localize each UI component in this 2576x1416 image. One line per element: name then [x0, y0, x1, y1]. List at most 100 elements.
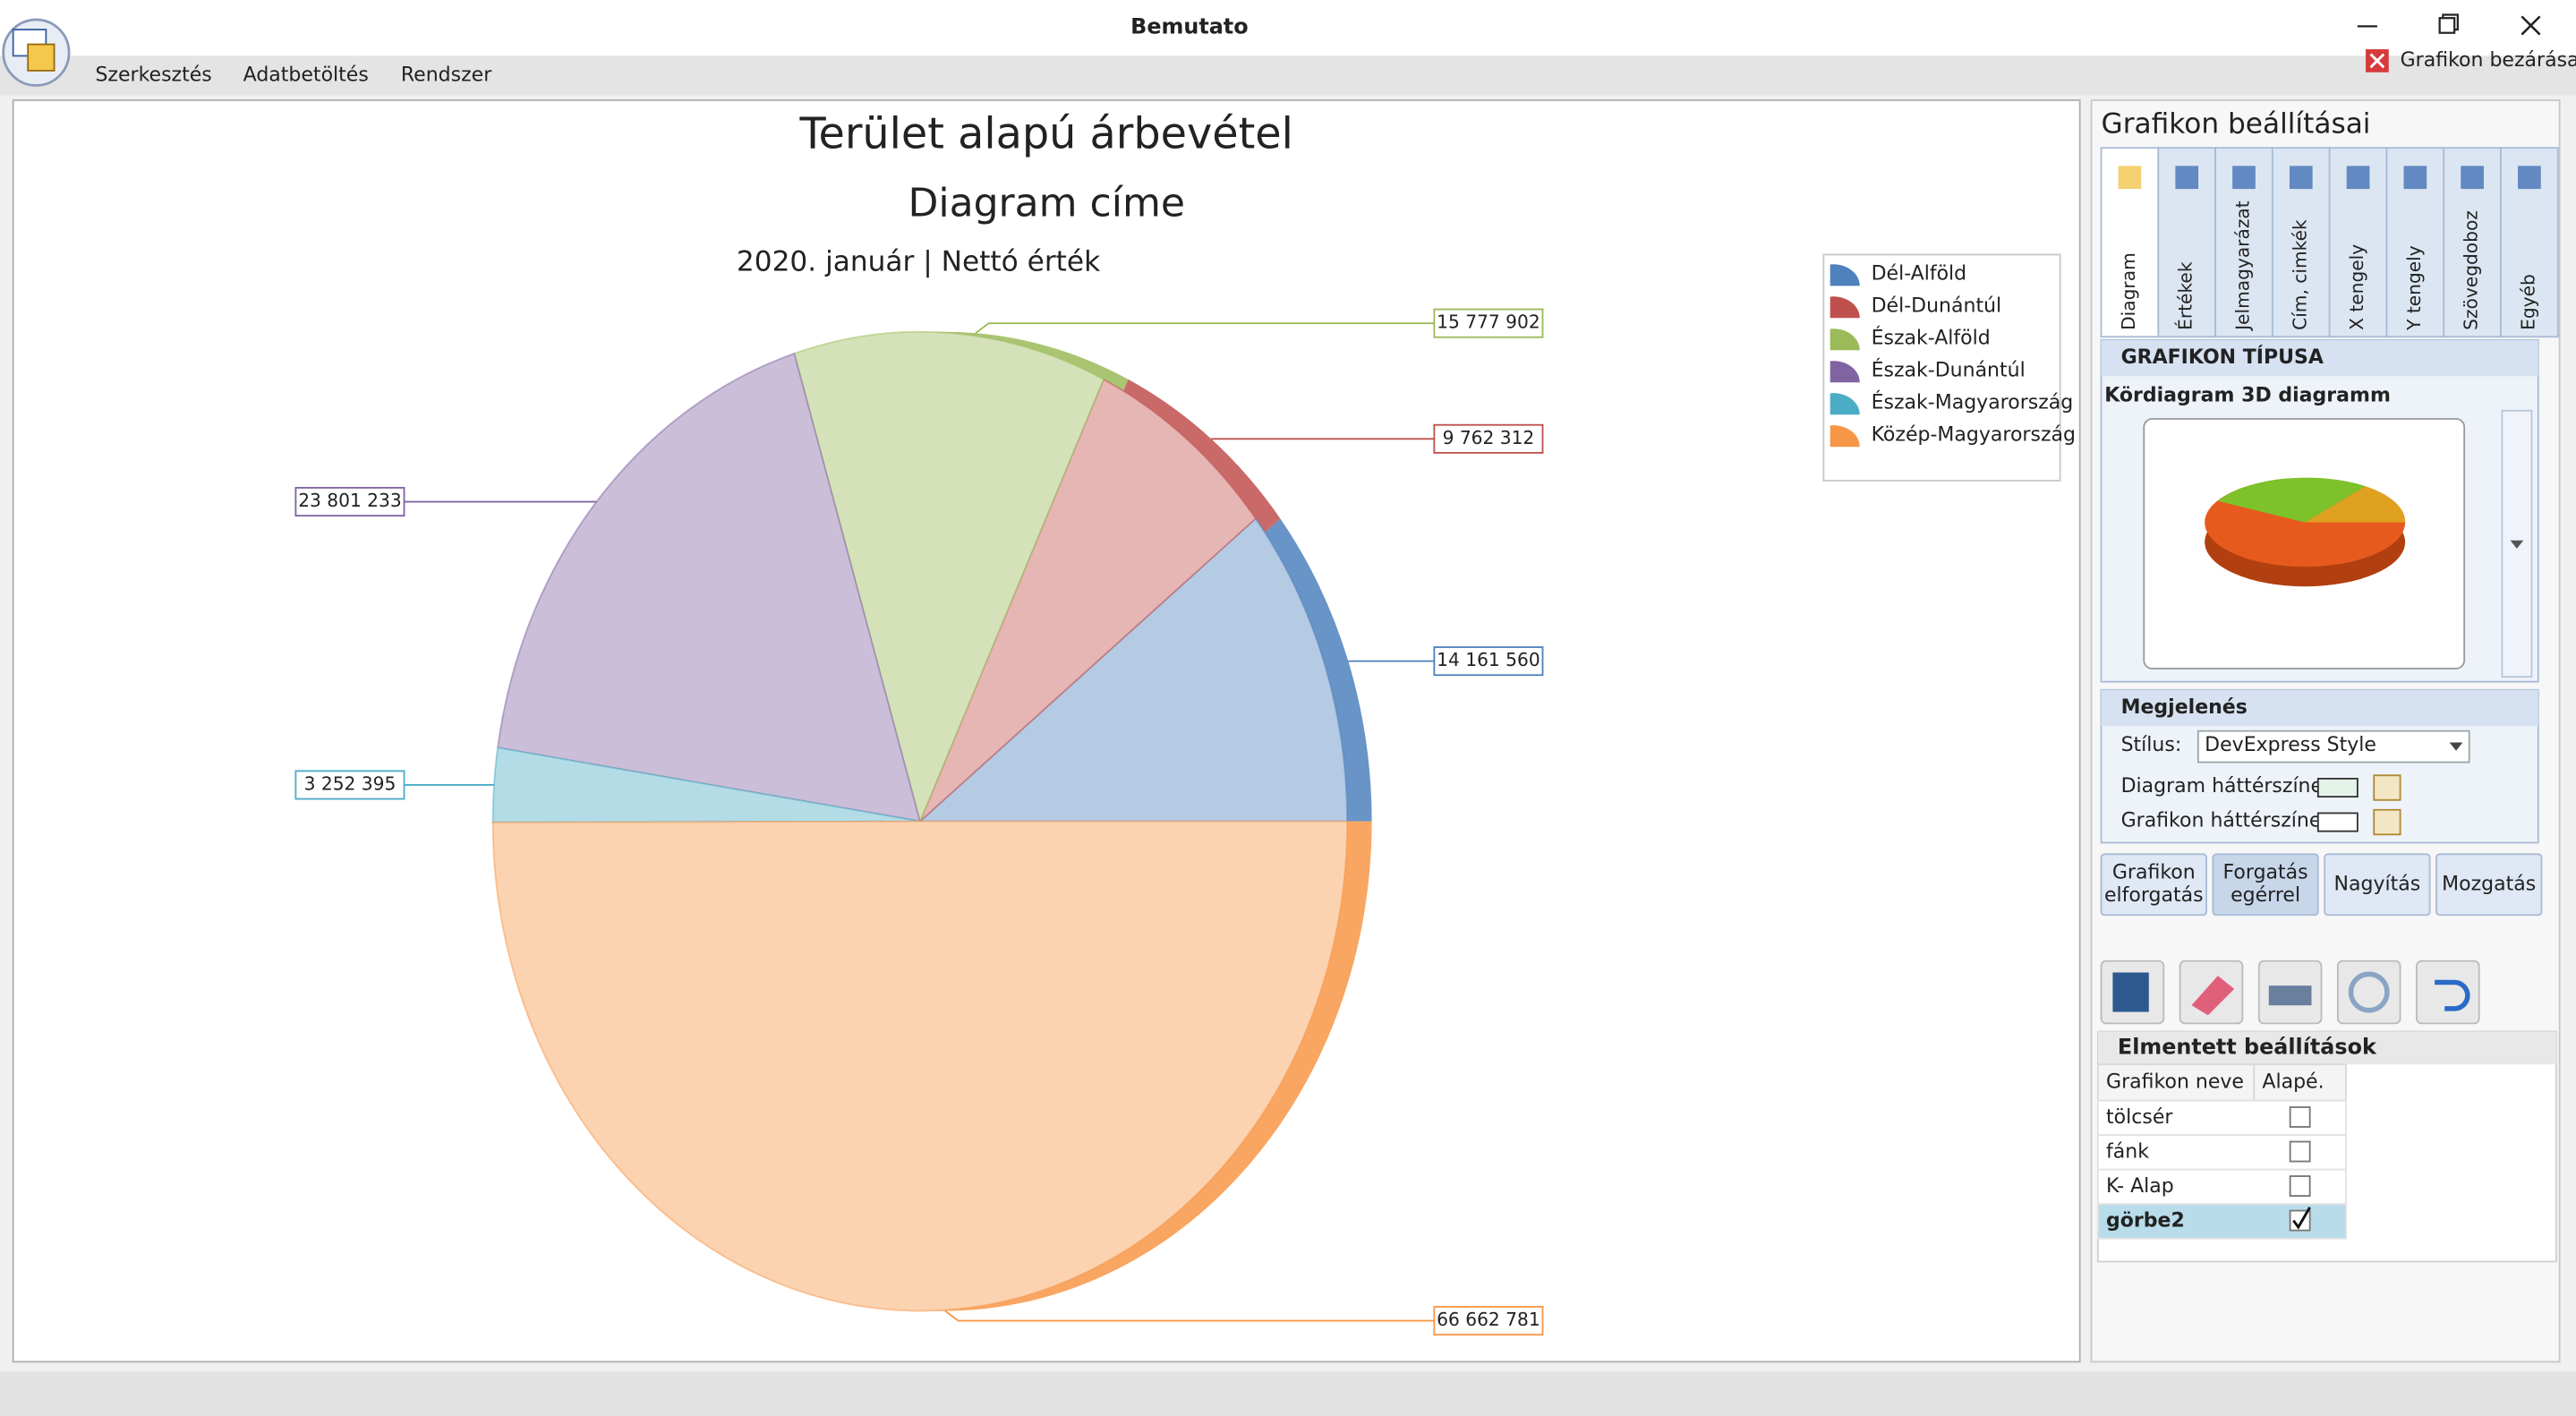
slice-base	[498, 353, 920, 822]
legend: Dél-Alföld Dél-Dunántúl Észak-Alföld Észak-…	[1822, 253, 2076, 482]
data-label: 23 801 233	[298, 490, 402, 511]
style-value: DevExpress Style	[2205, 734, 2376, 756]
action-button-label: elforgatás	[2104, 884, 2204, 907]
action-button[interactable]	[2324, 853, 2431, 917]
data-label-box	[294, 487, 405, 517]
window-title: Bemutato	[1130, 14, 1248, 39]
chart-type-name: Kördiagram 3D diagramm	[2104, 384, 2391, 406]
action-button[interactable]	[2435, 853, 2543, 917]
data-label-box	[1433, 1306, 1544, 1336]
style-combo[interactable]	[2196, 729, 2470, 763]
dropdown-arrow	[2510, 540, 2524, 549]
tab-label: Cím, cimkék	[2289, 219, 2310, 330]
legend-swatch	[1830, 328, 1860, 351]
legend-label: Dél-Dunántúl	[1872, 294, 2002, 317]
slice-base	[919, 379, 1256, 822]
saved-title: Elmentett beállítások	[2118, 1034, 2377, 1059]
app-icon[interactable]	[2, 18, 71, 87]
erase-icon	[2191, 976, 2235, 1016]
chart-type-header-bg	[2101, 339, 2538, 377]
action-button-label: Nagyítás	[2334, 873, 2421, 895]
action-button-label: Forgatás	[2223, 861, 2308, 883]
leader-line	[944, 1309, 1435, 1322]
slice-base	[794, 331, 1104, 822]
legend-label: Közép-Magyarország	[1872, 423, 2076, 446]
table-header: Grafikon neve	[2106, 1071, 2244, 1093]
style-combo-arrow	[2449, 742, 2463, 751]
diagram-bg-swatch[interactable]	[2316, 777, 2358, 798]
action-button[interactable]	[2100, 853, 2207, 917]
legend-swatch	[1830, 264, 1860, 286]
tab-label: X tengely	[2346, 244, 2367, 330]
tab-label: Értékek	[2175, 261, 2196, 330]
slice-base	[919, 518, 1348, 822]
pie: 14 161 560 9 762 312 15 777 902 23 801 233 3…	[294, 308, 1544, 1336]
refresh-icon	[2348, 971, 2390, 1013]
legend-swatch	[1830, 425, 1860, 448]
legend-label: Dél-Alföld	[1872, 262, 1967, 285]
menu-item[interactable]: Adatbetöltés	[243, 64, 369, 86]
save-icon	[2112, 972, 2149, 1012]
style-label: Stílus:	[2121, 734, 2182, 756]
table-cell: görbe2	[2106, 1210, 2185, 1233]
restore-button[interactable]	[2438, 13, 2459, 34]
tab-label: Diagram	[2118, 252, 2139, 330]
saved-table: Grafikon neve Alapé. tölcsér fánk K- Alap gör…	[2096, 1063, 2347, 1240]
chart-type-header: GRAFIKON TÍPUSA	[2121, 345, 2324, 369]
tab-label: Egyéb	[2517, 274, 2538, 330]
app-icon-sigma	[27, 43, 55, 72]
chart-caption: 2020. január | Nettó érték	[737, 246, 1100, 278]
checkbox[interactable]	[2289, 1106, 2311, 1128]
close-chart-label[interactable]: Grafikon bezárása	[2401, 49, 2576, 72]
data-label-box	[1433, 646, 1544, 677]
action-button[interactable]	[2212, 853, 2319, 917]
tab-icon	[2118, 166, 2142, 190]
slice-base	[492, 747, 920, 823]
tab-label: Y tengely	[2403, 245, 2425, 331]
table-cell: K- Alap	[2106, 1175, 2174, 1198]
tab[interactable]	[2328, 147, 2388, 338]
data-label-box	[294, 770, 405, 800]
data-label: 9 762 312	[1443, 427, 1535, 448]
refresh-button[interactable]	[2336, 960, 2401, 1025]
tab-icon	[2346, 166, 2370, 190]
slice	[793, 330, 1105, 824]
data-label: 15 777 902	[1437, 311, 1540, 333]
action-button-label: egérrel	[2231, 884, 2300, 907]
menu-item[interactable]: Szerkesztés	[95, 64, 211, 86]
tab-icon	[2232, 166, 2256, 190]
tab-icon	[2518, 166, 2541, 190]
legend-swatch	[1830, 361, 1860, 383]
preview-pie-yellow	[2305, 486, 2406, 523]
menu: Szerkesztés Adatbetöltés Rendszer	[95, 64, 492, 86]
status-bar	[0, 1371, 2576, 1416]
legend-swatch	[1830, 393, 1860, 415]
tab-label: Szövegdoboz	[2461, 210, 2482, 330]
chart-bg-swatch[interactable]	[2316, 812, 2358, 832]
appearance-header-bg	[2101, 689, 2538, 727]
data-label-box	[1433, 423, 1544, 454]
legend-swatch	[1830, 296, 1860, 319]
data-label-box	[1433, 308, 1544, 338]
menu-item[interactable]: Rendszer	[401, 64, 492, 86]
menu-bar	[0, 55, 2576, 96]
legend-label: Észak-Alföld	[1872, 326, 1991, 349]
chart-bg-label: Grafikon háttérszíne:	[2121, 810, 2328, 832]
data-label: 66 662 781	[1437, 1309, 1540, 1330]
close-button[interactable]	[2521, 15, 2541, 36]
close-chart-icon-x	[2369, 53, 2385, 69]
action-button-label: Grafikon	[2112, 861, 2196, 883]
chart-subtitle: Diagram címe	[908, 180, 1184, 226]
chart-bg-picker[interactable]	[2373, 808, 2401, 836]
checkbox[interactable]	[2289, 1140, 2311, 1163]
diagram-bg-picker[interactable]	[2373, 774, 2401, 801]
table-header-cell	[2253, 1063, 2347, 1102]
leader-line	[975, 322, 1435, 334]
checkbox[interactable]	[2289, 1175, 2311, 1197]
slice	[917, 516, 1348, 823]
table-cell: tölcsér	[2106, 1106, 2173, 1129]
